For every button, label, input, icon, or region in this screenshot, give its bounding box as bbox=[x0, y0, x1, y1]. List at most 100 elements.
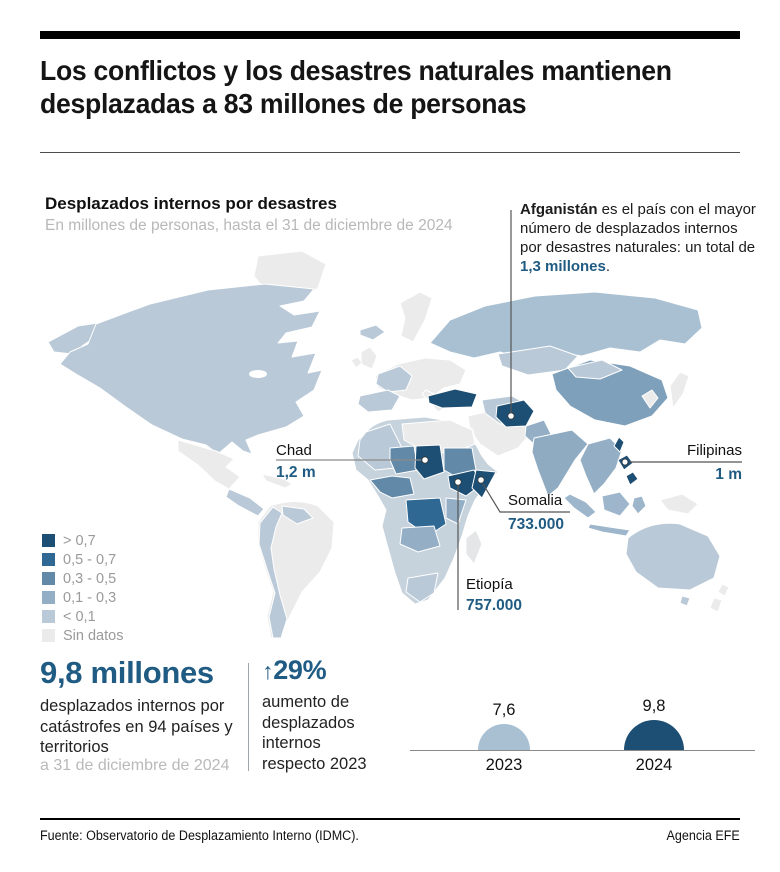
legend-row: 0,3 - 0,5 bbox=[42, 569, 123, 588]
filipinas-callout-label: Filipinas bbox=[686, 442, 742, 459]
region-central-america bbox=[225, 488, 265, 517]
region-cuba bbox=[261, 473, 293, 489]
year-label-2024: 2024 bbox=[635, 756, 673, 774]
legend-label-4: 0,1 - 0,3 bbox=[63, 589, 117, 606]
country-philippines-north bbox=[613, 436, 625, 453]
source-credit: Fuente: Observatorio de Desplazamiento I… bbox=[40, 828, 359, 843]
afghanistan-annotation-suffix: . bbox=[605, 258, 611, 275]
region-southeast-asia bbox=[579, 437, 623, 495]
afghanistan-annotation-body: es el país con el mayor número de despla… bbox=[520, 201, 756, 256]
somalia-marker-dot bbox=[477, 476, 485, 484]
country-uk bbox=[360, 346, 378, 370]
country-venezuela bbox=[281, 505, 314, 525]
somalia-leader-line bbox=[482, 483, 570, 513]
island-java bbox=[587, 523, 631, 537]
legend-row: > 0,7 bbox=[42, 531, 123, 550]
region-angola-zambia bbox=[399, 525, 441, 553]
country-new-zealand-north bbox=[717, 583, 730, 597]
country-india bbox=[531, 429, 589, 497]
page-title: Los conflictos y los desastres naturales… bbox=[40, 54, 743, 120]
legend-row: 0,1 - 0,3 bbox=[42, 588, 123, 607]
island-borneo bbox=[601, 491, 631, 517]
page-title-line1: Los conflictos y los desastres naturales… bbox=[40, 55, 672, 86]
country-mongolia bbox=[567, 359, 623, 380]
island-sumatra bbox=[563, 493, 597, 519]
region-andes-countries bbox=[258, 506, 288, 639]
total-displaced-date: a 31 de diciembre de 2024 bbox=[40, 757, 230, 774]
legend-swatch-4 bbox=[42, 591, 55, 604]
chad-callout-label: Chad bbox=[276, 442, 312, 459]
country-chad bbox=[414, 444, 445, 480]
somalia-callout-label: Somalia bbox=[508, 492, 563, 509]
semicircle-2024 bbox=[624, 720, 684, 750]
chad-marker-dot bbox=[421, 456, 429, 464]
legend-label-6: Sin datos bbox=[63, 627, 124, 644]
page-title-line2: desplazadas a 83 millones de personas bbox=[40, 88, 527, 119]
region-north-america bbox=[59, 283, 323, 455]
region-scandinavia bbox=[399, 291, 433, 343]
legend-label-3: 0,3 - 0,5 bbox=[63, 570, 117, 587]
chart-subheading: En millones de personas, hasta el 31 de … bbox=[45, 217, 453, 234]
legend-swatch-1 bbox=[42, 534, 55, 547]
etiopia-callout-label: Etiopía bbox=[466, 576, 513, 593]
chad-callout-value: 1,2 m bbox=[276, 464, 316, 481]
year-label-2023: 2023 bbox=[485, 756, 523, 774]
legend-row: < 0,1 bbox=[42, 607, 123, 626]
country-new-zealand-south bbox=[709, 597, 723, 613]
country-turkey bbox=[427, 388, 478, 409]
agency-credit: Agencia EFE bbox=[666, 828, 740, 843]
afghanistan-annotation-value: 1,3 millones bbox=[520, 258, 606, 275]
country-spain bbox=[357, 389, 401, 413]
philippines-marker-dot bbox=[621, 458, 629, 466]
legend-label-1: > 0,7 bbox=[63, 532, 96, 549]
increase-value: 29% bbox=[273, 655, 327, 685]
map-legend: > 0,7 0,5 - 0,7 0,3 - 0,5 0,1 - 0,3 < 0,… bbox=[42, 531, 123, 645]
afghanistan-annotation: Afganistán es el país con el mayor númer… bbox=[520, 200, 760, 276]
increase-percentage: ↑29% bbox=[262, 655, 380, 686]
island-new-guinea bbox=[659, 493, 699, 515]
footer-divider bbox=[40, 818, 740, 820]
legend-label-2: 0,5 - 0,7 bbox=[63, 551, 117, 568]
up-arrow-icon: ↑ bbox=[262, 658, 274, 684]
country-madagascar bbox=[465, 529, 483, 565]
chart-heading: Desplazados internos por desastres bbox=[45, 194, 337, 213]
total-displaced-number: 9,8 millones bbox=[40, 655, 214, 690]
afghanistan-annotation-country: Afganistán bbox=[520, 201, 598, 218]
chart-baseline bbox=[410, 750, 755, 751]
legend-swatch-3 bbox=[42, 572, 55, 585]
filipinas-callout-value: 1 m bbox=[715, 466, 742, 483]
country-dr-congo bbox=[405, 497, 447, 537]
semicircle-2023 bbox=[478, 724, 530, 750]
country-korea bbox=[641, 389, 659, 409]
country-iceland bbox=[359, 324, 386, 341]
region-west-africa bbox=[369, 475, 415, 499]
legend-row: Sin datos bbox=[42, 626, 123, 645]
legend-label-5: < 0,1 bbox=[63, 608, 96, 625]
region-mexico bbox=[177, 439, 241, 490]
great-lakes bbox=[249, 370, 267, 378]
country-philippines-south bbox=[625, 471, 639, 486]
increase-description: aumento de desplazados internos respecto… bbox=[262, 693, 367, 773]
value-label-2024: 9,8 bbox=[642, 697, 666, 715]
country-south-africa bbox=[405, 572, 439, 603]
country-somalia bbox=[471, 469, 497, 499]
total-displaced-description: desplazados internos por catástrofes en … bbox=[40, 697, 233, 756]
ethiopia-marker-dot bbox=[454, 478, 462, 486]
caspian-sea bbox=[475, 363, 489, 389]
semicircle-chart: 7,6 2023 9,8 2024 bbox=[410, 655, 755, 780]
legend-swatch-2 bbox=[42, 553, 55, 566]
somalia-callout-value: 733.000 bbox=[508, 516, 565, 533]
island-sulawesi bbox=[631, 495, 647, 515]
increase-block: ↑29% aumento de desplazados internos res… bbox=[262, 655, 380, 774]
region-russia bbox=[429, 291, 703, 361]
country-australia bbox=[625, 522, 721, 591]
top-black-bar bbox=[40, 31, 740, 39]
map-section: Desplazados internos por desastres En mi… bbox=[30, 190, 756, 652]
stats-divider bbox=[248, 663, 249, 771]
country-france bbox=[375, 365, 413, 393]
island-tasmania bbox=[679, 595, 691, 607]
region-alaska bbox=[47, 321, 105, 357]
legend-swatch-5 bbox=[42, 610, 55, 623]
legend-swatch-6 bbox=[42, 629, 55, 642]
